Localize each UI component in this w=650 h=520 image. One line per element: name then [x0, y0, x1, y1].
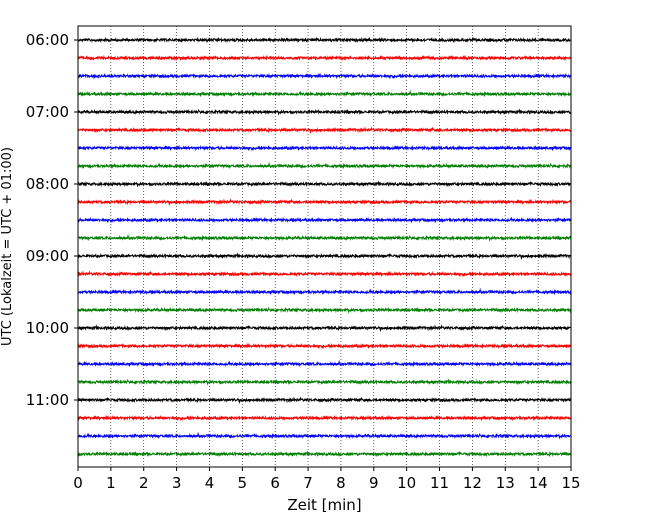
- trace-0845: [77, 233, 572, 242]
- trace-0830: [77, 216, 572, 224]
- trace-group: [77, 36, 572, 458]
- x-tick-label: 8: [336, 474, 346, 492]
- y-tick-label: 10:00: [26, 319, 69, 337]
- trace-1145: [77, 450, 572, 458]
- trace-0800: [77, 180, 572, 188]
- y-tick-label: 07:00: [26, 103, 69, 121]
- x-tick-label: 7: [303, 474, 313, 492]
- y-tick-label: 09:00: [26, 247, 69, 265]
- x-tick-label: 4: [205, 474, 215, 492]
- trace-1130: [77, 431, 571, 440]
- x-tick-label: 3: [172, 474, 182, 492]
- trace-0630: [77, 72, 572, 80]
- trace-0645: [77, 89, 572, 98]
- trace-0945: [77, 306, 572, 314]
- trace-0815: [77, 198, 572, 206]
- trace-0915: [77, 270, 572, 278]
- trace-1115: [77, 414, 572, 422]
- x-tick-label: 13: [496, 474, 515, 492]
- x-tick-label: 12: [463, 474, 482, 492]
- x-tick-label: 11: [430, 474, 449, 492]
- x-axis-label: Zeit [min]: [287, 496, 361, 514]
- x-tick-label: 14: [529, 474, 548, 492]
- trace-0700: [77, 108, 572, 116]
- x-tick-label: 9: [369, 474, 379, 492]
- x-tick-label: 1: [106, 474, 116, 492]
- x-tick-label: 2: [139, 474, 149, 492]
- x-axis-ticks: 0 1 2 3 4 5 6 7 8 9 10 11 12 13 14 15: [73, 467, 581, 492]
- trace-1045: [77, 378, 572, 386]
- trace-1000: [77, 324, 572, 332]
- x-tick-label: 0: [73, 474, 83, 492]
- x-tick-label: 10: [397, 474, 416, 492]
- trace-0900: [77, 252, 572, 260]
- y-axis-label: UTC (Lokalzeit = UTC + 01:00): [0, 147, 15, 346]
- x-tick-label: 15: [561, 474, 580, 492]
- trace-1015: [77, 342, 572, 350]
- trace-0930: [77, 287, 572, 296]
- trace-0730: [77, 144, 572, 152]
- trace-0615: [77, 54, 571, 62]
- trace-1030: [77, 359, 572, 368]
- trace-0745: [77, 161, 572, 170]
- x-tick-label: 5: [238, 474, 248, 492]
- y-tick-label: 11:00: [26, 391, 69, 409]
- trace-1100: [77, 396, 572, 404]
- y-axis-ticks: 06:00 07:00 08:00 09:00 10:00 11:00: [26, 31, 78, 409]
- plot-frame: [77, 25, 572, 468]
- x-tick-label: 6: [270, 474, 280, 492]
- y-tick-label: 08:00: [26, 175, 69, 193]
- trace-0715: [77, 126, 571, 134]
- y-tick-label: 06:00: [26, 31, 69, 49]
- trace-0600: [77, 36, 571, 44]
